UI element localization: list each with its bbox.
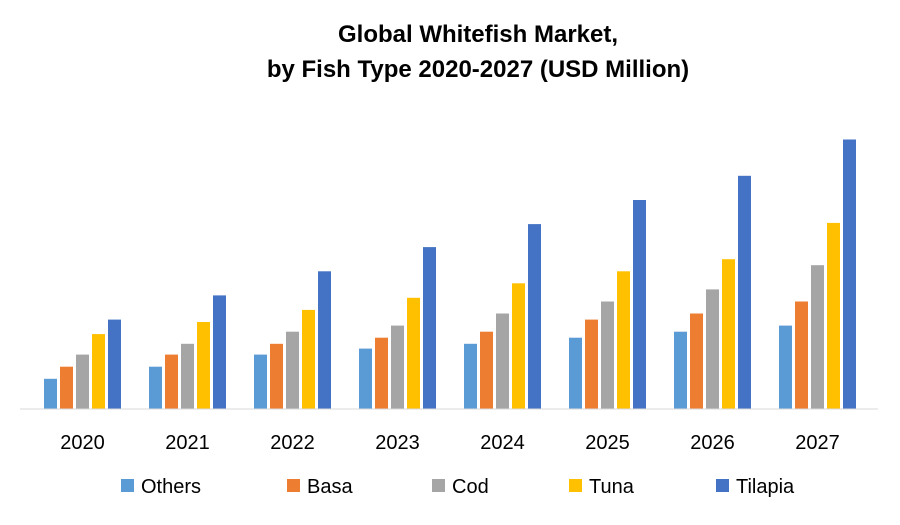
- bar-tuna-2026: [722, 259, 735, 409]
- bar-cod-2023: [391, 325, 404, 409]
- bar-others-2024: [464, 343, 477, 410]
- bars-group: [44, 139, 856, 410]
- bar-basa-2027: [795, 301, 808, 409]
- bar-tuna-2022: [302, 309, 315, 409]
- bar-basa-2022: [270, 343, 283, 410]
- bar-cod-2021: [181, 343, 194, 410]
- bar-tilapia-2027: [843, 139, 856, 409]
- x-tick-label-2021: 2021: [165, 432, 210, 454]
- x-tick-labels: 2020 2021 2022 2023 2024 2025 2026 2027: [60, 432, 840, 454]
- bar-tilapia-2024: [528, 224, 541, 409]
- legend-swatch-basa: [287, 479, 300, 492]
- bar-tuna-2025: [617, 271, 630, 410]
- bar-others-2023: [359, 348, 372, 409]
- legend-swatch-tilapia: [716, 479, 729, 492]
- bar-basa-2023: [375, 337, 388, 409]
- chart-subtitle: by Fish Type 2020-2027 (USD Million): [267, 56, 689, 83]
- legend-swatch-others: [121, 479, 134, 492]
- x-tick-label-2022: 2022: [270, 432, 315, 454]
- bar-cod-2020: [76, 354, 89, 409]
- bar-tilapia-2025: [633, 200, 646, 409]
- bar-tilapia-2026: [738, 175, 751, 409]
- bar-tilapia-2021: [213, 295, 226, 409]
- bar-others-2021: [149, 366, 162, 409]
- bar-tilapia-2023: [423, 247, 436, 409]
- legend-label-cod: Cod: [452, 476, 489, 498]
- bar-tuna-2024: [512, 283, 525, 409]
- x-tick-label-2026: 2026: [690, 432, 735, 454]
- bar-others-2022: [254, 354, 267, 409]
- legend: Others Basa Cod Tuna Tilapia: [121, 476, 795, 498]
- bar-cod-2025: [601, 301, 614, 409]
- x-tick-label-2020: 2020: [60, 432, 105, 454]
- bar-others-2025: [569, 337, 582, 409]
- bar-basa-2021: [165, 354, 178, 409]
- x-tick-label-2027: 2027: [795, 432, 840, 454]
- bar-tuna-2021: [197, 322, 210, 409]
- bar-tilapia-2022: [318, 271, 331, 410]
- bar-others-2027: [779, 325, 792, 409]
- bar-basa-2020: [60, 366, 73, 409]
- bar-tuna-2023: [407, 297, 420, 409]
- legend-label-basa: Basa: [307, 476, 353, 498]
- bar-tuna-2020: [92, 334, 105, 409]
- legend-swatch-cod: [432, 479, 445, 492]
- bar-others-2020: [44, 378, 57, 409]
- legend-label-tuna: Tuna: [589, 476, 635, 498]
- bar-tilapia-2020: [108, 319, 121, 409]
- bar-cod-2022: [286, 331, 299, 409]
- bar-cod-2026: [706, 289, 719, 409]
- bar-cod-2027: [811, 265, 824, 409]
- legend-label-tilapia: Tilapia: [736, 476, 795, 498]
- bar-cod-2024: [496, 313, 509, 409]
- bar-basa-2026: [690, 313, 703, 409]
- x-tick-label-2025: 2025: [585, 432, 630, 454]
- bar-basa-2024: [480, 331, 493, 409]
- bar-tuna-2027: [827, 222, 840, 409]
- bar-others-2026: [674, 331, 687, 409]
- legend-label-others: Others: [141, 476, 201, 498]
- chart-title: Global Whitefish Market,: [338, 21, 618, 48]
- x-tick-label-2024: 2024: [480, 432, 525, 454]
- bar-basa-2025: [585, 319, 598, 409]
- legend-swatch-tuna: [569, 479, 582, 492]
- x-tick-label-2023: 2023: [375, 432, 420, 454]
